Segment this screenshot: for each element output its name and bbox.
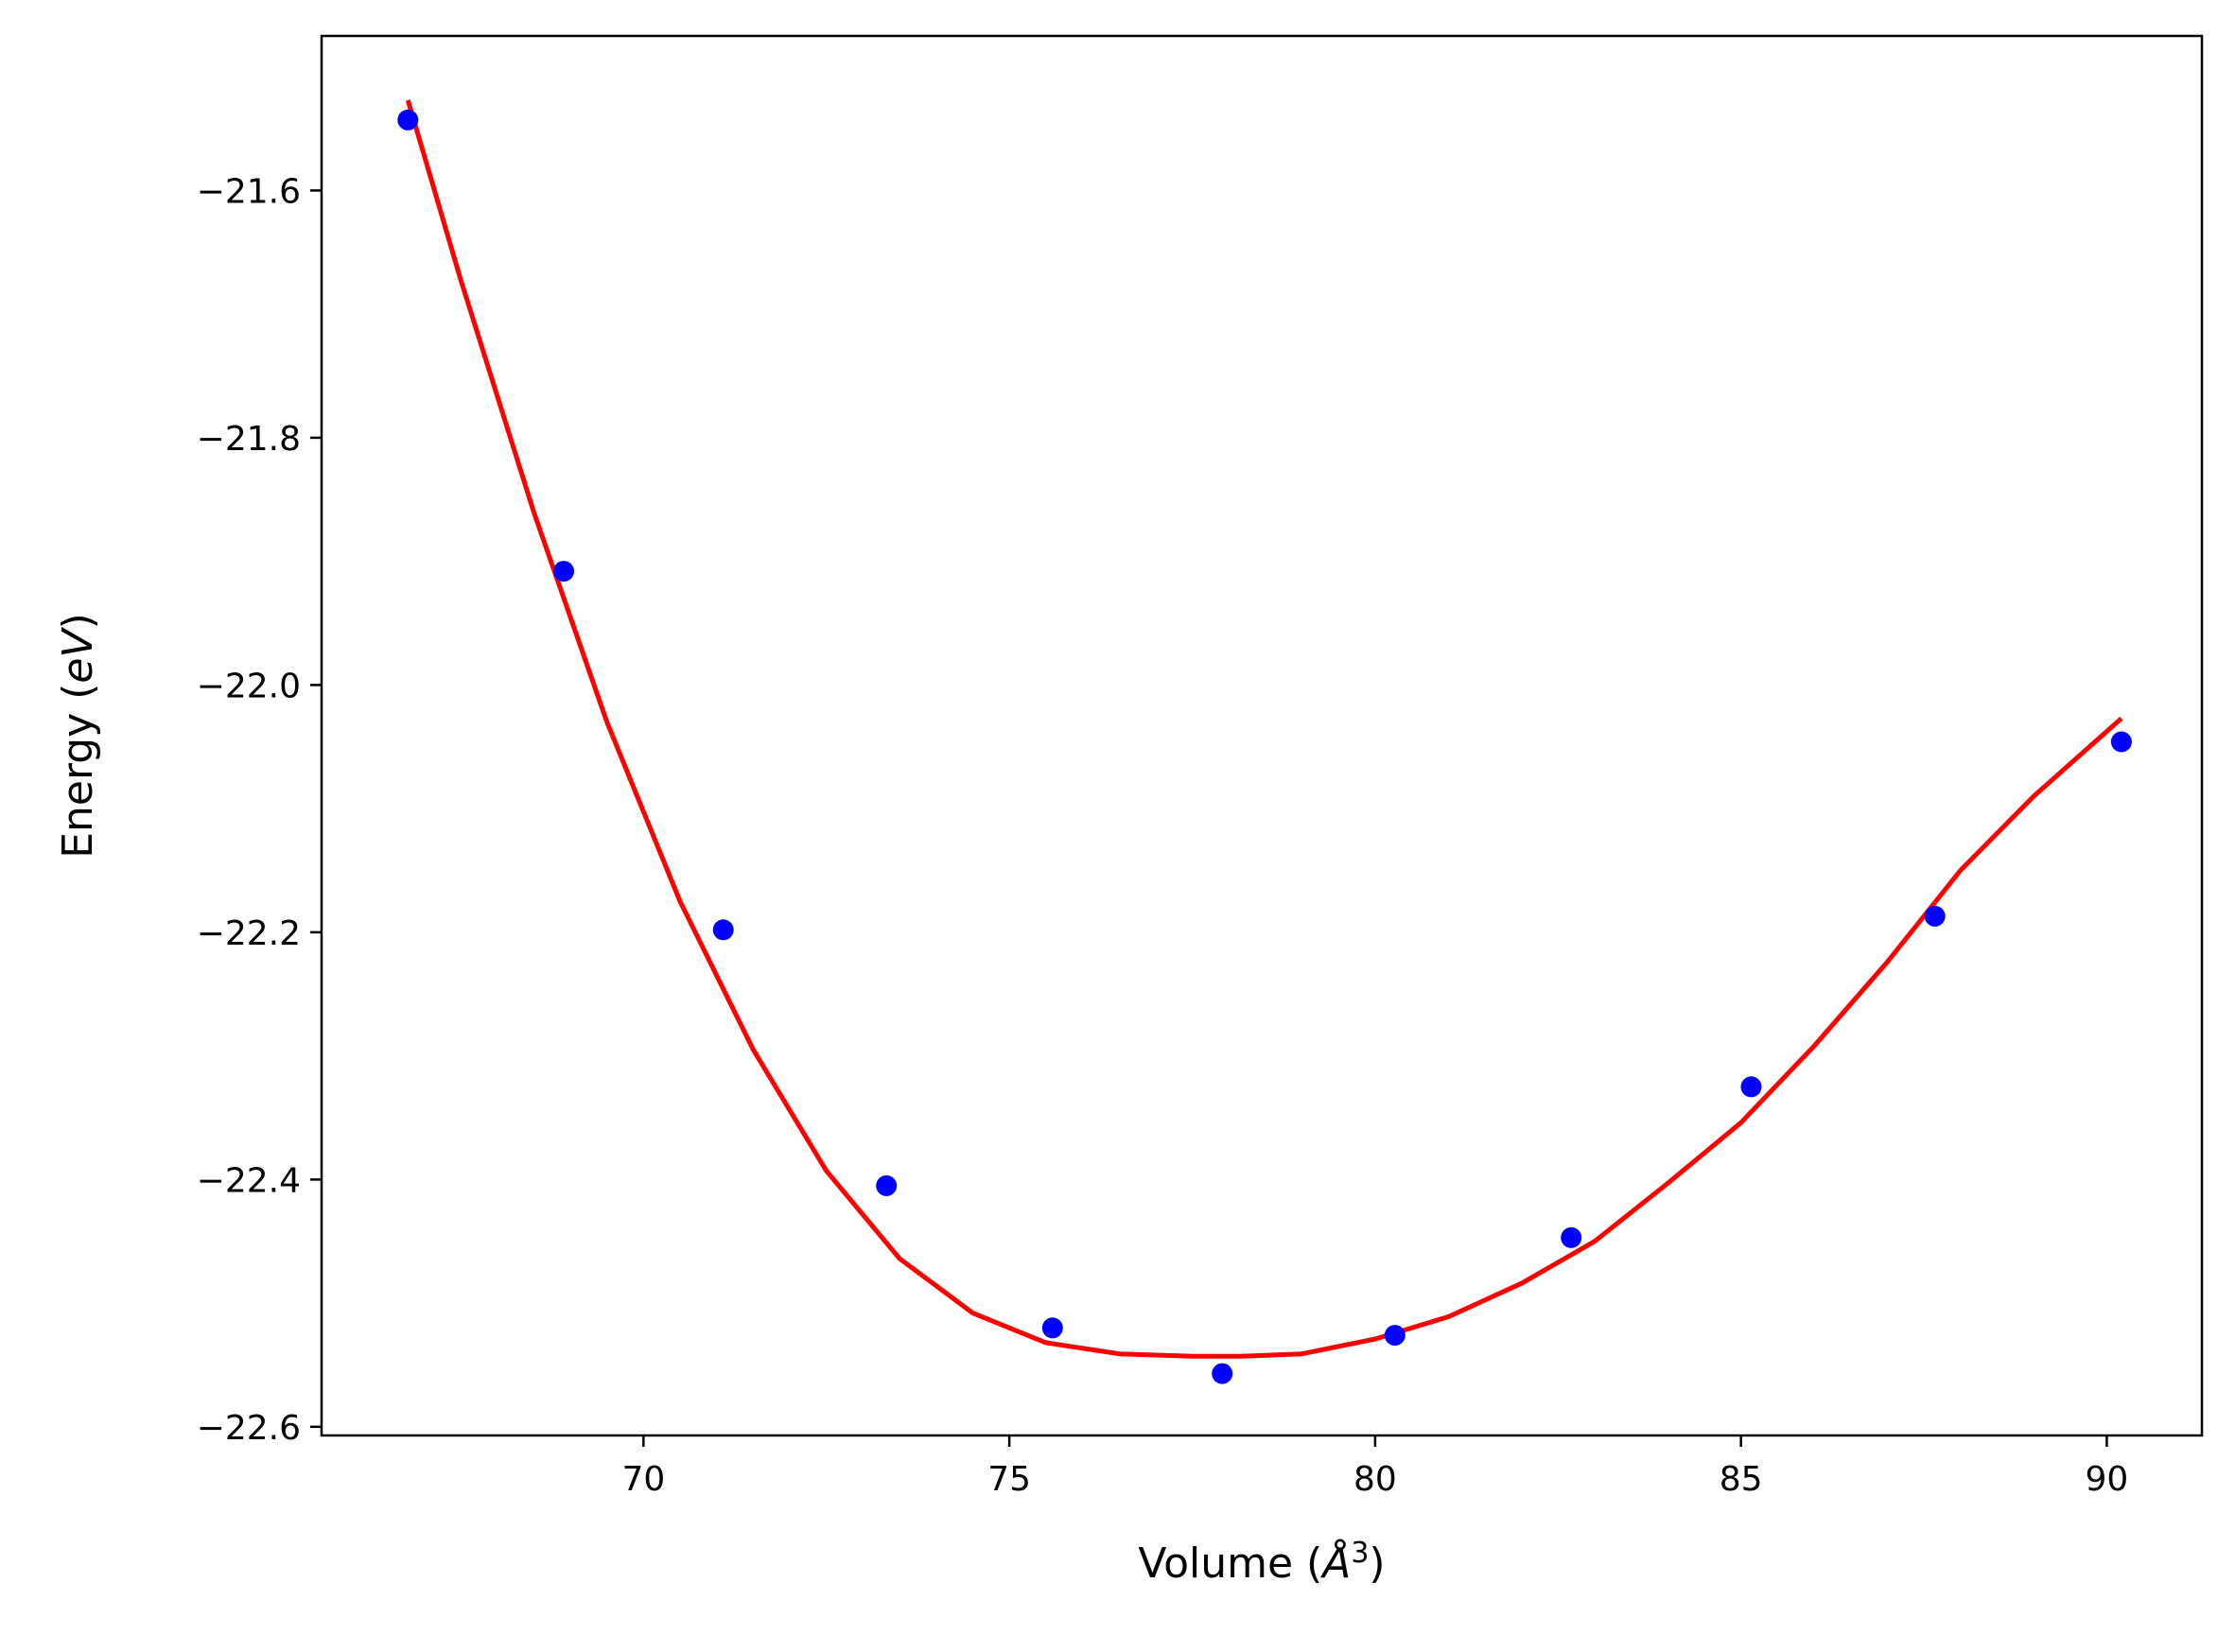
- x-tick-label: 85: [1720, 1460, 1763, 1499]
- data-point: [1212, 1363, 1233, 1384]
- data-point: [553, 561, 574, 583]
- data-point: [876, 1174, 898, 1196]
- data-point: [1924, 905, 1946, 927]
- y-tick-label: −21.8: [197, 420, 301, 459]
- y-axis-label: Energy (eV): [54, 613, 102, 859]
- data-point: [2110, 731, 2132, 753]
- x-tick-label: 80: [1353, 1460, 1397, 1499]
- plot-frame: [320, 34, 2204, 1437]
- data-point: [1384, 1325, 1406, 1347]
- data-point: [1041, 1317, 1063, 1339]
- fit-curve: [405, 99, 2123, 1359]
- x-axis-label: Volume (Å3): [1138, 1537, 1385, 1588]
- y-tick-label: −22.0: [197, 667, 301, 705]
- series-layer: [397, 99, 2132, 1384]
- data-point: [1740, 1076, 1762, 1098]
- y-tick-label: −21.6: [197, 172, 301, 211]
- y-tick-label: −22.2: [197, 914, 301, 953]
- y-tick-label: −22.4: [197, 1161, 301, 1200]
- data-point: [1561, 1226, 1582, 1248]
- y-tick-label: −22.6: [197, 1409, 301, 1448]
- x-tick-label: 70: [621, 1460, 665, 1499]
- data-point: [397, 109, 419, 130]
- x-tick-label: 90: [2086, 1460, 2129, 1499]
- axes-layer: 70 75 80 85 90 −21.6 −21.8 −22.0 −22.2 −22.4 −22.6: [197, 34, 2204, 1499]
- data-point: [712, 919, 734, 941]
- x-tick-label: 75: [987, 1460, 1031, 1499]
